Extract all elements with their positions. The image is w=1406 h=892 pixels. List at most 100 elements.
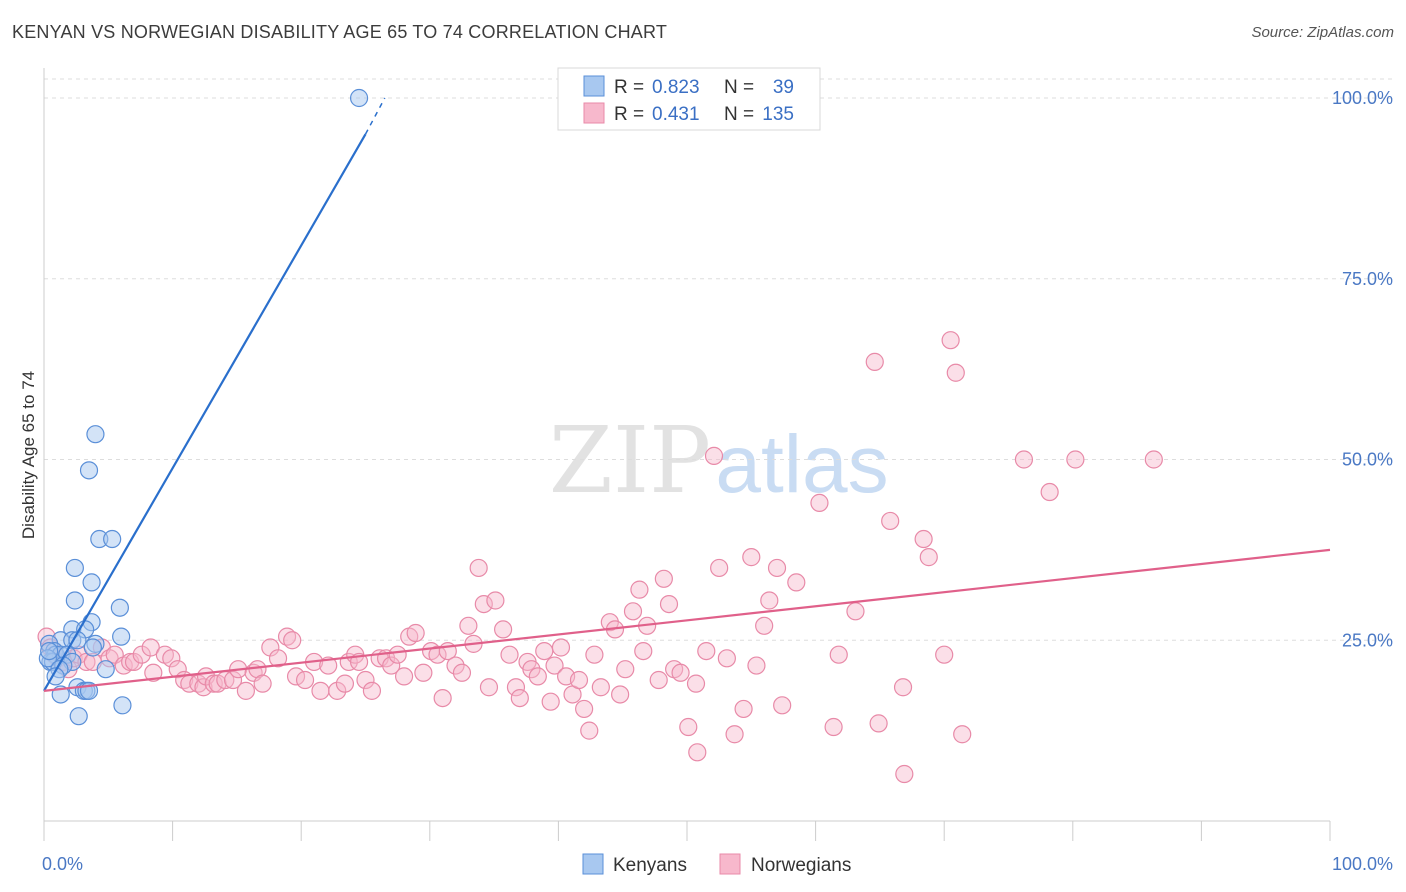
norwegians-point xyxy=(747,656,766,675)
norwegians-point xyxy=(591,678,610,697)
norwegians-trend-line xyxy=(43,548,1331,692)
norwegians-point xyxy=(528,667,547,686)
norwegians-point xyxy=(649,670,668,690)
norwegians-point xyxy=(406,623,425,643)
norwegians-point xyxy=(704,446,724,465)
norwegians-point xyxy=(869,714,888,733)
norwegians-point xyxy=(283,631,302,650)
norwegians-point xyxy=(486,591,505,610)
norwegians-point xyxy=(1144,450,1163,469)
norwegians-point xyxy=(286,667,306,686)
norwegians-point xyxy=(311,681,330,700)
kenyans-trend-line xyxy=(43,133,367,692)
legend-norwegians-swatch xyxy=(719,853,741,875)
norwegians-point xyxy=(328,681,347,700)
kenyans-point xyxy=(40,641,59,661)
stats-kenyans-r-value: 0.823 xyxy=(652,77,700,98)
norwegians-point xyxy=(725,725,744,744)
chart-title: KENYAN VS NORWEGIAN DISABILITY AGE 65 TO… xyxy=(12,22,668,42)
legend-kenyans-label: Kenyans xyxy=(613,855,687,876)
norwegians-point xyxy=(356,670,375,690)
norwegians-point xyxy=(810,493,829,512)
norwegians-point xyxy=(881,511,900,531)
norwegians-point xyxy=(634,641,653,661)
norwegians-point xyxy=(710,558,729,578)
norwegians-point xyxy=(268,649,288,668)
kenyans-point xyxy=(96,660,115,679)
norwegians-point xyxy=(141,638,160,657)
norwegians-point xyxy=(935,645,954,664)
gridlines xyxy=(44,78,1392,641)
norwegians-point xyxy=(194,678,213,697)
kenyans-point xyxy=(65,591,84,610)
stats-norwegians-swatch xyxy=(583,102,605,124)
stats-kenyans-r-label: R = xyxy=(614,77,644,98)
norwegians-point xyxy=(535,641,554,661)
kenyans-point xyxy=(65,558,84,578)
kenyans-point xyxy=(349,88,369,108)
norwegians-point xyxy=(686,674,706,693)
kenyans-point xyxy=(113,696,132,715)
norwegians-point xyxy=(335,674,355,693)
norwegians-point xyxy=(919,548,938,567)
norwegians-point xyxy=(895,764,914,784)
norwegians-point xyxy=(623,602,643,621)
kenyans-point xyxy=(103,529,122,549)
norwegians-point xyxy=(144,663,163,682)
norwegians-point xyxy=(671,663,690,682)
norwegians-point xyxy=(494,620,513,639)
norwegians-point xyxy=(569,670,589,690)
norwegians-point xyxy=(474,594,493,614)
norwegians-point xyxy=(953,725,972,744)
norwegians-point xyxy=(168,660,187,679)
norwegians-point xyxy=(829,645,848,664)
norwegians-point xyxy=(428,645,447,664)
axes xyxy=(43,68,1331,841)
norwegians-point xyxy=(1040,482,1059,502)
kenyans-point xyxy=(86,425,105,444)
kenyans-point xyxy=(82,573,101,592)
norwegians-point xyxy=(362,681,382,700)
norwegians-point xyxy=(1066,450,1085,469)
stats-kenyans-swatch xyxy=(583,75,605,97)
y-tick-labels: 25.0% 50.0% 75.0% 100.0% xyxy=(1332,88,1393,650)
kenyans-trend-extension xyxy=(364,97,386,135)
norwegians-point xyxy=(755,616,774,635)
y-tick-label-50: 50.0% xyxy=(1342,450,1393,470)
norwegians-point xyxy=(717,649,736,668)
norwegians-point xyxy=(522,660,541,679)
watermark-zip: ZIP xyxy=(549,407,711,514)
norwegians-point xyxy=(616,660,635,679)
norwegians-point xyxy=(679,717,698,737)
norwegians-point xyxy=(946,363,965,382)
norwegians-point xyxy=(742,548,761,567)
norwegians-point xyxy=(204,674,223,693)
stats-norwegians-n-label: N = xyxy=(724,104,754,125)
kenyans-point xyxy=(69,707,88,726)
stats-kenyans-n-label: N = xyxy=(724,77,754,98)
norwegians-point xyxy=(893,678,913,697)
norwegians-point xyxy=(697,641,716,661)
norwegians-point xyxy=(914,529,933,549)
y-tick-label-25: 25.0% xyxy=(1342,630,1393,650)
norwegians-point xyxy=(865,352,884,371)
x-tick-label-max: 100.0% xyxy=(1332,854,1393,874)
norwegians-point xyxy=(452,663,472,682)
kenyans-points xyxy=(38,88,369,726)
stats-norwegians-n-value: 135 xyxy=(762,104,794,125)
norwegians-point xyxy=(382,656,401,675)
stats-norwegians-r-value: 0.431 xyxy=(652,104,700,125)
norwegians-point xyxy=(469,558,488,578)
norwegians-point xyxy=(253,674,272,693)
trend-lines xyxy=(43,97,1331,692)
norwegians-point xyxy=(734,699,753,719)
norwegians-point xyxy=(611,685,630,704)
norwegians-point xyxy=(236,681,256,700)
legend-norwegians-label: Norwegians xyxy=(751,855,851,876)
norwegians-point xyxy=(510,688,529,708)
stats-kenyans-n-value: 39 xyxy=(773,77,794,98)
norwegians-point xyxy=(551,638,571,657)
norwegians-point xyxy=(124,652,144,672)
norwegians-point xyxy=(1014,450,1034,469)
